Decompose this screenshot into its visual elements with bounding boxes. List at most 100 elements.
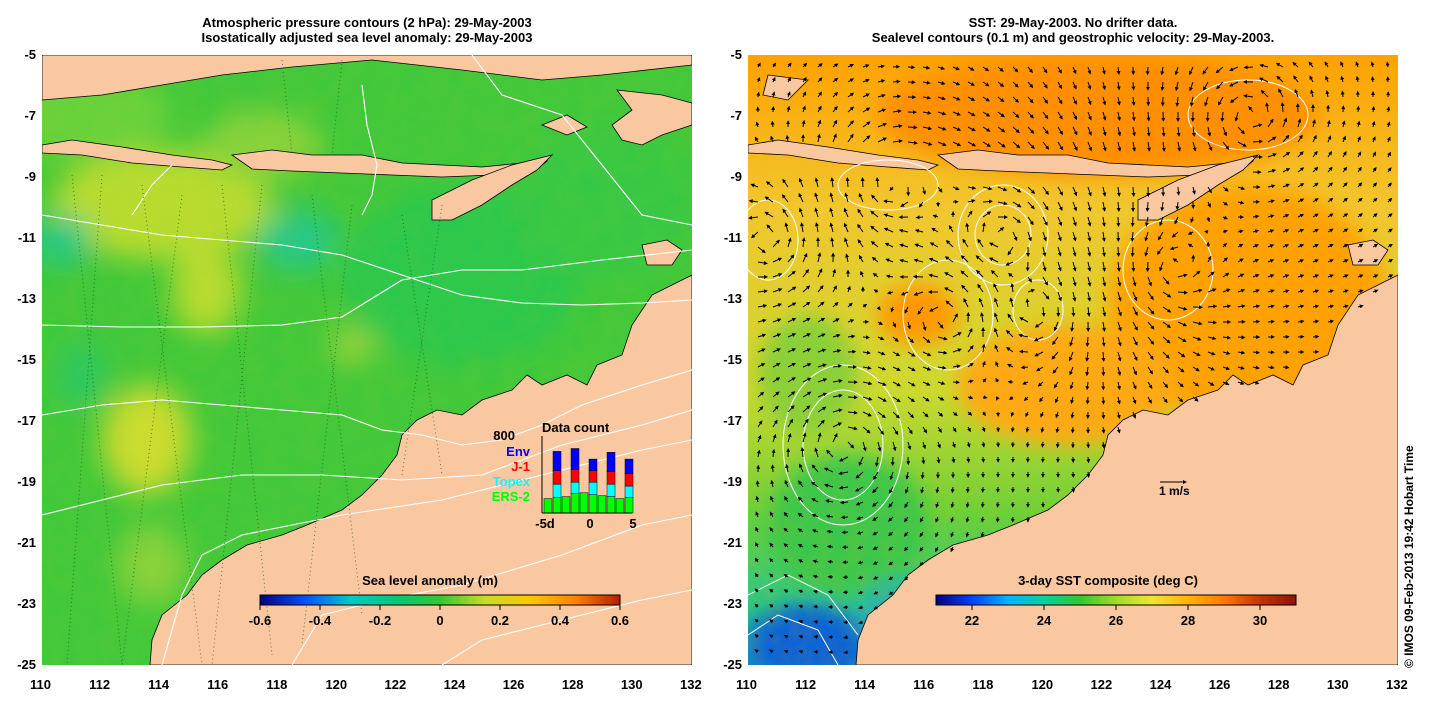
velocity-vector: [1116, 261, 1121, 272]
velocity-vector: [811, 529, 819, 533]
velocity-vector: [1072, 66, 1077, 75]
velocity-vector: [1282, 214, 1290, 218]
sst-colorbar-gradient: [935, 594, 1297, 606]
velocity-vector: [1292, 61, 1299, 68]
velocity-vector: [1025, 411, 1030, 418]
velocity-vector: [823, 467, 834, 473]
velocity-vector: [772, 333, 782, 338]
velocity-vector: [1282, 229, 1290, 233]
data-count-legend-j-1: J-1: [511, 459, 530, 474]
velocity-vector: [1192, 366, 1200, 372]
velocity-vector: [798, 480, 804, 488]
velocity-vector: [982, 211, 992, 218]
velocity-vector: [1012, 96, 1020, 103]
velocity-vector: [922, 411, 929, 418]
velocity-vector: [1146, 126, 1151, 137]
left-lon-tick-label: 124: [443, 677, 466, 692]
left-lon-tick-label: 128: [561, 677, 584, 692]
velocity-vector: [1282, 198, 1290, 203]
velocity-vector: [1023, 396, 1029, 401]
velocity-vector: [1267, 289, 1275, 294]
velocity-vector: [889, 186, 894, 192]
velocity-vector: [1005, 261, 1014, 266]
velocity-vector: [904, 516, 909, 523]
velocity-vector: [919, 561, 924, 567]
velocity-vector: [847, 285, 851, 293]
velocity-vector: [1177, 396, 1184, 403]
velocity-vector: [980, 531, 985, 538]
velocity-vector: [862, 93, 870, 98]
velocity-vector: [1145, 261, 1150, 272]
velocity-vector: [966, 456, 971, 463]
velocity-vector: [935, 546, 939, 553]
velocity-vector: [858, 254, 864, 263]
velocity-vector: [802, 333, 811, 338]
velocity-vector: [1042, 201, 1049, 211]
velocity-vector: [1072, 141, 1078, 151]
velocity-vector: [802, 91, 807, 98]
velocity-vector: [770, 479, 775, 488]
velocity-vector: [783, 511, 789, 518]
velocity-vector: [772, 362, 781, 368]
velocity-vector: [756, 449, 761, 458]
velocity-vector: [847, 441, 855, 449]
velocity-vector: [922, 336, 931, 344]
velocity-vector: [1192, 186, 1196, 195]
velocity-vector: [922, 351, 932, 357]
velocity-vector: [1145, 201, 1150, 212]
velocity-vector: [1008, 395, 1014, 400]
velocity-vector: [945, 239, 954, 248]
velocity-vector: [1267, 153, 1277, 158]
velocity-vector: [1057, 201, 1063, 211]
right-lon-tick-label: 112: [795, 677, 817, 692]
velocity-vector: [1116, 396, 1121, 405]
velocity-vector: [825, 514, 834, 519]
velocity-vector: [997, 186, 1008, 192]
velocity-vector: [1372, 182, 1378, 188]
velocity-vector: [1177, 381, 1184, 388]
velocity-vector: [965, 501, 970, 508]
velocity-vector: [783, 574, 789, 578]
velocity-vector: [1297, 259, 1305, 263]
velocity-vector: [883, 227, 894, 233]
right-lat-tick-label: -19: [723, 474, 742, 489]
velocity-vector: [885, 258, 894, 263]
velocity-vector: [782, 208, 789, 218]
velocity-vector: [1357, 197, 1363, 203]
velocity-vector: [771, 76, 776, 83]
velocity-vector: [1372, 243, 1379, 248]
sla-colorbar-tick-label: 0.4: [551, 613, 570, 628]
velocity-vector: [832, 63, 839, 68]
velocity-vector: [1101, 426, 1106, 434]
velocity-vector: [1202, 66, 1209, 75]
velocity-vector: [847, 410, 858, 415]
velocity-vector: [967, 426, 971, 433]
velocity-vector: [1308, 61, 1314, 68]
velocity-vector: [1042, 111, 1049, 120]
velocity-vector: [1027, 201, 1035, 210]
velocity-vector: [1042, 261, 1047, 272]
velocity-vector: [1237, 288, 1246, 293]
left-lon-tick-label: 110: [30, 677, 51, 692]
data-count-bar-ers-2: [579, 492, 589, 514]
right-lon-tick-label: 132: [1386, 677, 1408, 692]
left-lat-tick-label: -23: [17, 596, 36, 611]
velocity-vector: [1228, 81, 1239, 87]
velocity-vector: [1057, 81, 1063, 90]
velocity-vector: [1312, 274, 1320, 279]
velocity-vector: [1312, 289, 1320, 294]
velocity-vector: [980, 501, 985, 508]
velocity-vector: [814, 222, 819, 233]
velocity-vector: [887, 290, 894, 295]
velocity-vector: [1159, 261, 1164, 272]
velocity-vector: [888, 516, 894, 522]
data-count-bar-env: [606, 452, 616, 472]
data-count-legend-topex: Topex: [493, 474, 531, 489]
velocity-vector: [877, 137, 888, 143]
velocity-vector: [1387, 213, 1393, 218]
velocity-vector: [1177, 290, 1188, 295]
velocity-vector: [1312, 150, 1318, 158]
velocity-vector: [1160, 81, 1165, 91]
velocity-vector: [1237, 141, 1247, 147]
velocity-vector: [785, 134, 790, 143]
